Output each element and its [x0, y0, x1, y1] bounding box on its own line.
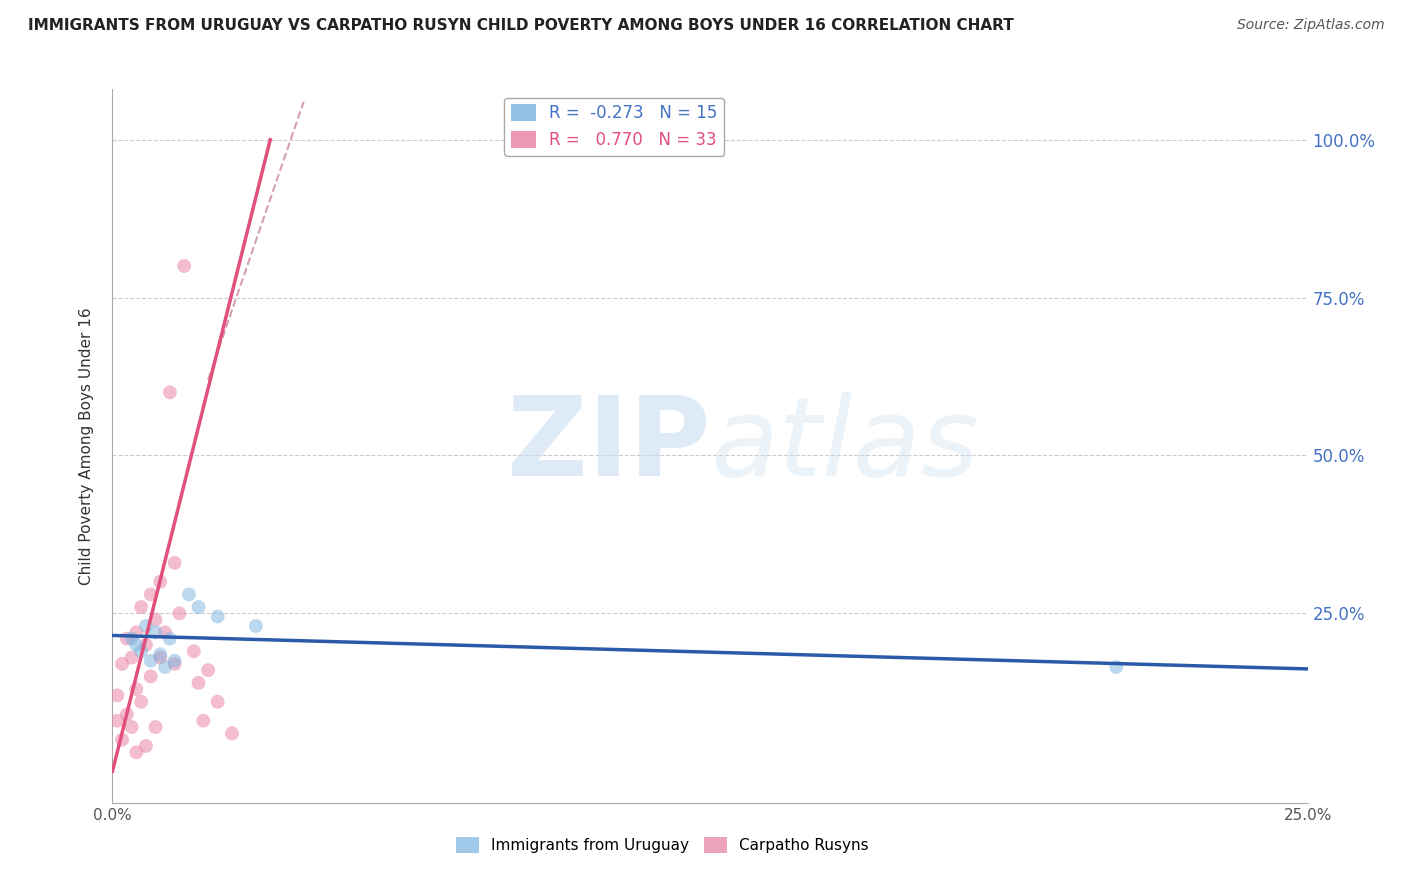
Point	[197, 663, 219, 677]
Point	[115, 707, 138, 722]
Point	[121, 650, 143, 665]
Point	[149, 574, 172, 589]
Point	[129, 695, 152, 709]
Point	[125, 638, 148, 652]
Point	[183, 644, 205, 658]
Point	[125, 625, 148, 640]
Legend: Immigrants from Uruguay, Carpatho Rusyns: Immigrants from Uruguay, Carpatho Rusyns	[450, 831, 875, 859]
Y-axis label: Child Poverty Among Boys Under 16: Child Poverty Among Boys Under 16	[79, 307, 94, 585]
Point	[149, 648, 172, 662]
Point	[135, 638, 157, 652]
Point	[169, 607, 191, 621]
Point	[129, 600, 152, 615]
Text: atlas: atlas	[710, 392, 979, 500]
Point	[135, 619, 157, 633]
Text: Source: ZipAtlas.com: Source: ZipAtlas.com	[1237, 18, 1385, 32]
Point	[163, 654, 186, 668]
Point	[1105, 660, 1128, 674]
Point	[129, 644, 152, 658]
Point	[135, 739, 157, 753]
Point	[115, 632, 138, 646]
Point	[207, 609, 229, 624]
Point	[125, 745, 148, 759]
Point	[145, 625, 167, 640]
Point	[153, 660, 176, 674]
Point	[207, 695, 229, 709]
Point	[159, 385, 181, 400]
Point	[139, 669, 162, 683]
Point	[149, 650, 172, 665]
Point	[163, 657, 186, 671]
Point	[111, 732, 134, 747]
Text: ZIP: ZIP	[506, 392, 710, 500]
Point	[193, 714, 215, 728]
Point	[121, 632, 143, 646]
Point	[187, 600, 209, 615]
Point	[245, 619, 267, 633]
Point	[125, 682, 148, 697]
Point	[139, 587, 162, 601]
Text: IMMIGRANTS FROM URUGUAY VS CARPATHO RUSYN CHILD POVERTY AMONG BOYS UNDER 16 CORR: IMMIGRANTS FROM URUGUAY VS CARPATHO RUSY…	[28, 18, 1014, 33]
Point	[153, 625, 176, 640]
Point	[139, 654, 162, 668]
Point	[159, 632, 181, 646]
Point	[177, 587, 200, 601]
Point	[145, 720, 167, 734]
Point	[105, 689, 128, 703]
Point	[121, 720, 143, 734]
Point	[111, 657, 134, 671]
Point	[105, 714, 128, 728]
Point	[145, 613, 167, 627]
Point	[173, 259, 195, 273]
Point	[163, 556, 186, 570]
Point	[187, 675, 209, 690]
Point	[221, 726, 243, 740]
